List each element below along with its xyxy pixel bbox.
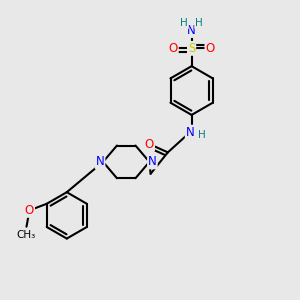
Text: S: S <box>188 42 195 55</box>
Text: O: O <box>145 138 154 151</box>
Text: O: O <box>206 42 215 55</box>
Text: H: H <box>180 18 188 28</box>
Text: H: H <box>195 18 203 28</box>
Text: O: O <box>169 42 178 55</box>
Text: CH₃: CH₃ <box>17 230 36 240</box>
Text: N: N <box>96 155 104 168</box>
Text: N: N <box>148 155 157 168</box>
Text: H: H <box>197 130 205 140</box>
Text: N: N <box>187 24 196 37</box>
Text: N: N <box>186 126 194 139</box>
Text: O: O <box>25 204 34 217</box>
